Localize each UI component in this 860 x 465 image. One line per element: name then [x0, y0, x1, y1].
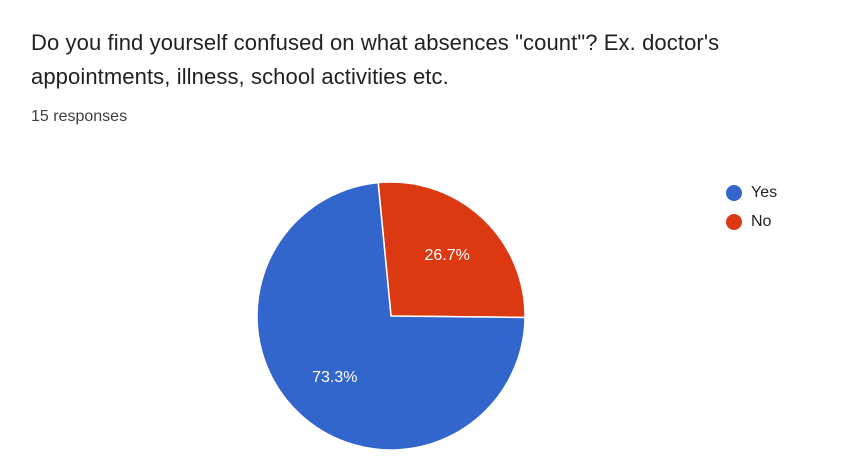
- legend-item-yes[interactable]: Yes: [726, 178, 777, 207]
- pie-slice-label-no: 26.7%: [425, 247, 470, 264]
- legend-swatch-no: [726, 213, 742, 230]
- pie-slice-no[interactable]: [377, 181, 526, 319]
- legend-swatch-yes: [726, 184, 742, 201]
- chart-legend: Yes No: [726, 178, 777, 236]
- pie-slice-yes[interactable]: [256, 181, 526, 451]
- response-count: 15 responses: [31, 108, 128, 125]
- legend-item-no[interactable]: No: [726, 207, 777, 236]
- question-title: Do you find yourself confused on what ab…: [31, 30, 720, 89]
- legend-label-no: No: [751, 212, 772, 230]
- pie-slice-label-yes: 73.3%: [312, 369, 357, 386]
- legend-label-yes: Yes: [751, 183, 778, 201]
